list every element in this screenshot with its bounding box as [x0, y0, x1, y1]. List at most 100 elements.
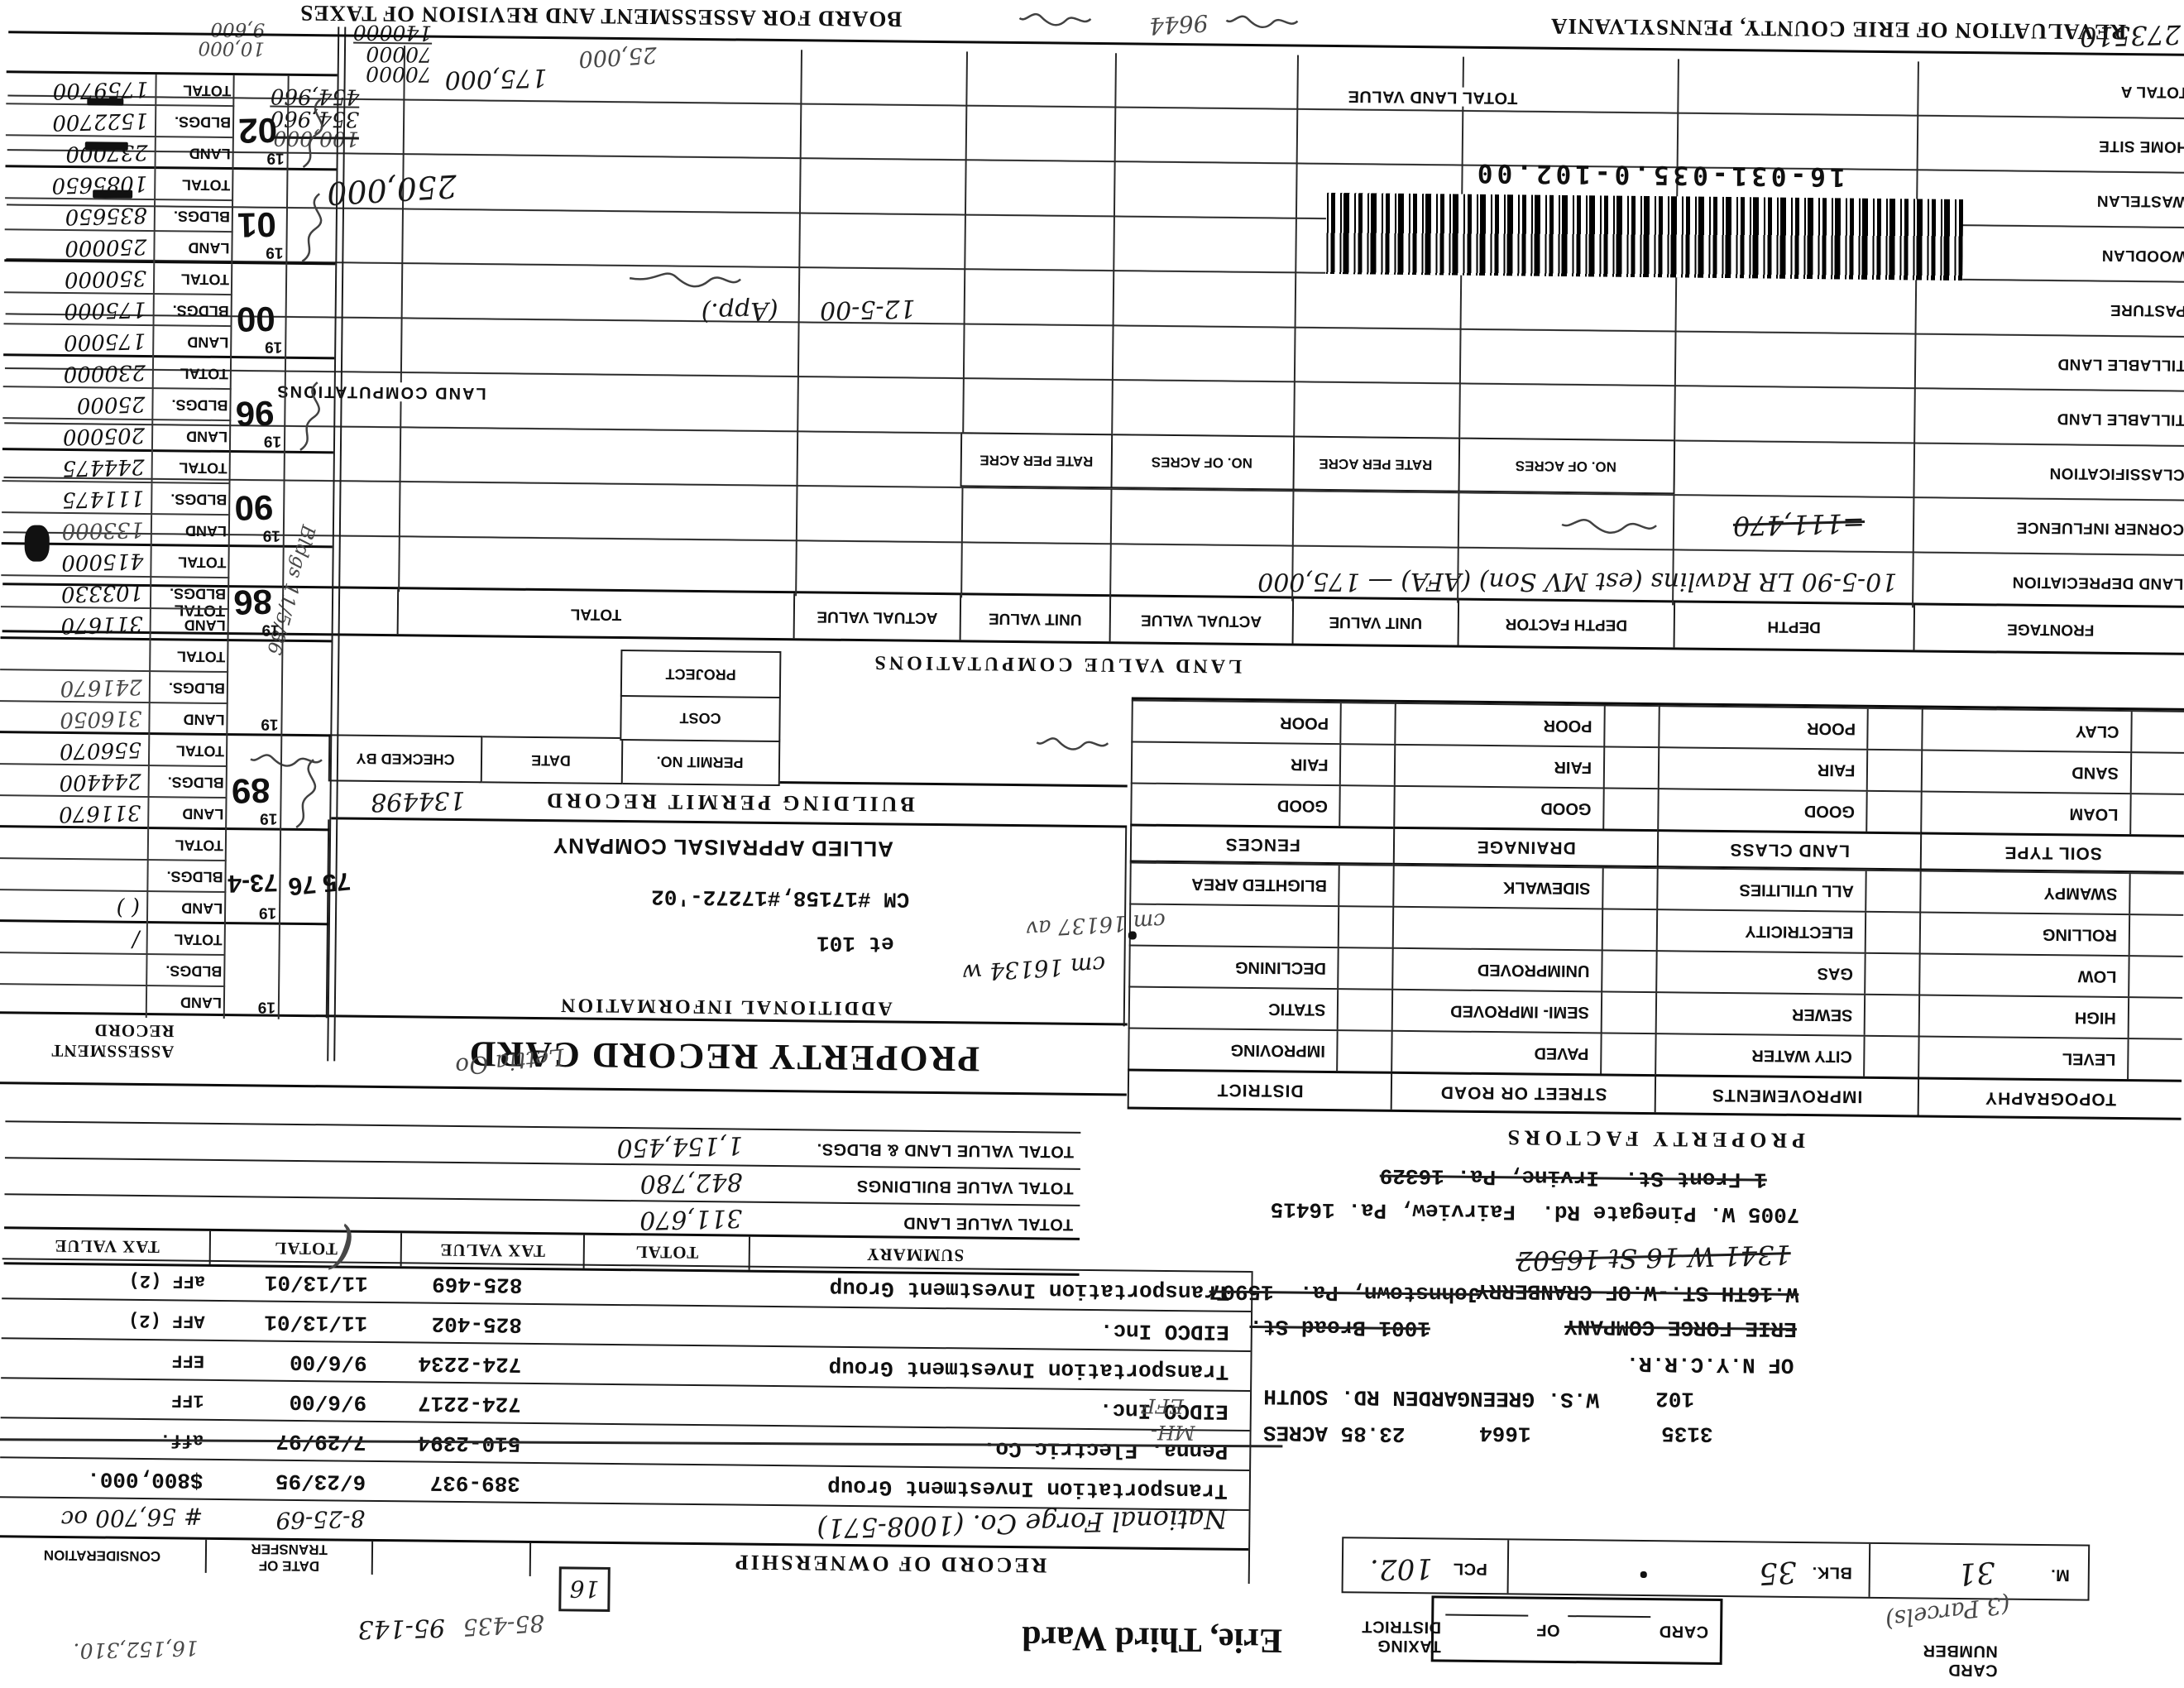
assessment-margin	[280, 925, 328, 1020]
divider	[1868, 1543, 1871, 1597]
actual-value-header-2: ACTUAL VALUE	[793, 593, 960, 640]
scrawl-cm-16134: cm 16134 w	[961, 951, 1107, 987]
land-row: LAND 311670	[0, 794, 228, 831]
deed-book: 389-937	[429, 1470, 521, 1496]
corner-influence-note: =111,470	[1732, 506, 1866, 542]
summary-title: SUMMARY	[749, 1236, 1080, 1273]
date-header-2: TRANSFER	[251, 1541, 328, 1558]
assessment-block: 19 89 LAND 311670 BLDGS. 244400 TOTAL 556070	[0, 731, 331, 832]
total-label: TOTAL	[146, 923, 226, 957]
checked-by-header: CHECKED BY	[328, 734, 483, 784]
land-value: 250000	[64, 233, 147, 261]
year-stamp: 02	[237, 110, 278, 151]
owner-erie-forge: ERIE FORGE COMPANY	[1564, 1314, 1798, 1341]
grid-line	[1109, 53, 1118, 600]
year-prefix: 19	[258, 904, 277, 922]
margin-note: 75 76	[287, 866, 352, 900]
total-value: /	[132, 926, 141, 952]
total-label: TOTAL	[147, 735, 228, 768]
bldgs-row: BLDGS. 244400	[0, 763, 228, 799]
land-label: LAND	[152, 326, 232, 359]
scrawl-mark	[299, 381, 320, 451]
year-prefix: 19	[264, 338, 283, 356]
land-row: LAND	[0, 983, 226, 1019]
assessment-margin: 75 76	[280, 831, 352, 926]
consideration: EFF	[171, 1350, 205, 1372]
consideration: $800,000.	[86, 1466, 204, 1493]
fences-header: FENCES	[1129, 823, 1394, 865]
assessment-block: 19 LAND BLDGS. TOTAL /	[0, 919, 328, 1020]
year-prefix: 19	[257, 998, 275, 1016]
land-class-header: LAND CLASS	[1656, 829, 1921, 870]
total-label: TOTAL	[152, 263, 233, 296]
factor-paved: PAVED	[1391, 1029, 1655, 1075]
soil-sand: SAND	[1921, 749, 2184, 794]
land-row: LAND 316050	[0, 700, 228, 736]
owner-name: Transportation Investment Group	[827, 1474, 1228, 1503]
app-scrawl: (App.)	[701, 295, 779, 327]
total-value: 350000	[64, 265, 147, 292]
total-acres-label: TOTAL A	[2120, 82, 2184, 101]
depth-header: DEPTH	[1673, 602, 1914, 650]
land-value: 133000	[61, 516, 145, 544]
factor-all-utilities: ALL UTILITIES	[1656, 867, 1921, 912]
year-cell: 19 90	[228, 453, 285, 548]
actual-value-header: ACTUAL VALUE	[1109, 597, 1292, 644]
location-line: W.S. GREENGARDEN RD. SOUTH	[1263, 1383, 1600, 1412]
deed-book: 724-2234	[418, 1350, 522, 1377]
no-of-acres-header: NO. OF ACRES	[1456, 437, 1676, 495]
landclass-fair: FAIR	[1657, 746, 1922, 791]
home-site-label: HOME SITE	[2098, 137, 2184, 156]
appraisal-company-stamp: ALLIED APPRAISAL COMPANY	[552, 833, 894, 862]
year-cell: 19	[223, 924, 280, 1019]
assessment-record-table: 19 LAND BLDGS. TOTAL/ 75 76 19 73-4 LAND(…	[0, 23, 352, 1062]
district-header: DISTRICT	[1127, 1068, 1391, 1110]
old-address-handwritten: 1341 W 16 St 16502	[1516, 1239, 1792, 1278]
pasture-label: PASTURE	[2110, 300, 2184, 319]
year-cell: 19 73-4	[223, 830, 282, 925]
summary-row-value: 311,670	[639, 1203, 743, 1235]
owner-name: Penna. Electric Co.	[982, 1436, 1228, 1464]
fences-good: GOOD	[1130, 782, 1395, 827]
bldgs-row: BLDGS. 175000	[3, 291, 232, 328]
summary-row-label: TOTAL VALUE BUILDINGS	[856, 1177, 1074, 1198]
drainage-fair: FAIR	[1394, 743, 1659, 789]
boxed-16-value: 16	[569, 1575, 600, 1604]
date-scrawl-12-5-00: 12-5-00	[819, 293, 917, 325]
total-row: TOTAL	[0, 639, 229, 674]
factor-unimproved: UNIMPROVED	[1391, 947, 1656, 992]
total-label: TOTAL	[151, 357, 232, 391]
deed-book	[366, 1522, 520, 1523]
transfer-date: 9/6/00	[289, 1349, 367, 1375]
bldgs-label: BLDGS.	[151, 389, 232, 422]
scrawl-mark	[295, 759, 317, 828]
scan-speck	[93, 189, 133, 199]
old-address-broad-st: 1001 Broad St.	[1249, 1314, 1431, 1341]
land-row: LAND 311670	[0, 606, 229, 642]
scrawl-mark	[629, 272, 741, 288]
permit-no-header: PERMIT NO.	[619, 737, 781, 787]
grid-line	[1672, 59, 1679, 606]
grid-line	[795, 50, 803, 597]
deed-book: 825-402	[431, 1311, 523, 1337]
bldgs-value: 1522700	[51, 108, 149, 135]
bldgs-label: BLDGS.	[146, 861, 227, 894]
land-value: 316050	[59, 705, 142, 732]
land-label: LAND	[153, 232, 233, 265]
assessment-block: 19 00 LAND 175000 BLDGS. 175000 TOTAL 350000	[3, 259, 336, 360]
bldgs-value: 25000	[76, 391, 146, 418]
footer-band: REVALUATION OF ERIE COUNTY, PENNSYLVANIA…	[8, 0, 2184, 56]
cost-header: COST	[620, 693, 781, 743]
bldgs-value: 175000	[64, 296, 147, 324]
scrawl-mark	[1225, 15, 1299, 29]
summary-taxvalue-header: TAX VALUE	[400, 1233, 583, 1268]
frontage-header: FRONTAGE	[1913, 605, 2184, 653]
footer-board: BOARD FOR ASSESSMENT AND REVISION OF TAX…	[299, 0, 903, 32]
grid-line	[398, 46, 406, 592]
owner-name: EIDCO Inc.	[1099, 1318, 1229, 1345]
assessment-block: 19 96 LAND 205000 BLDGS. 25000 TOTAL 230000	[2, 353, 335, 454]
total-value: 244475	[62, 453, 146, 481]
land-label: LAND	[147, 798, 228, 831]
factor-electricity: ELECTRICITY	[1655, 909, 1920, 953]
bldgs-row: BLDGS. 1522700	[5, 103, 235, 139]
